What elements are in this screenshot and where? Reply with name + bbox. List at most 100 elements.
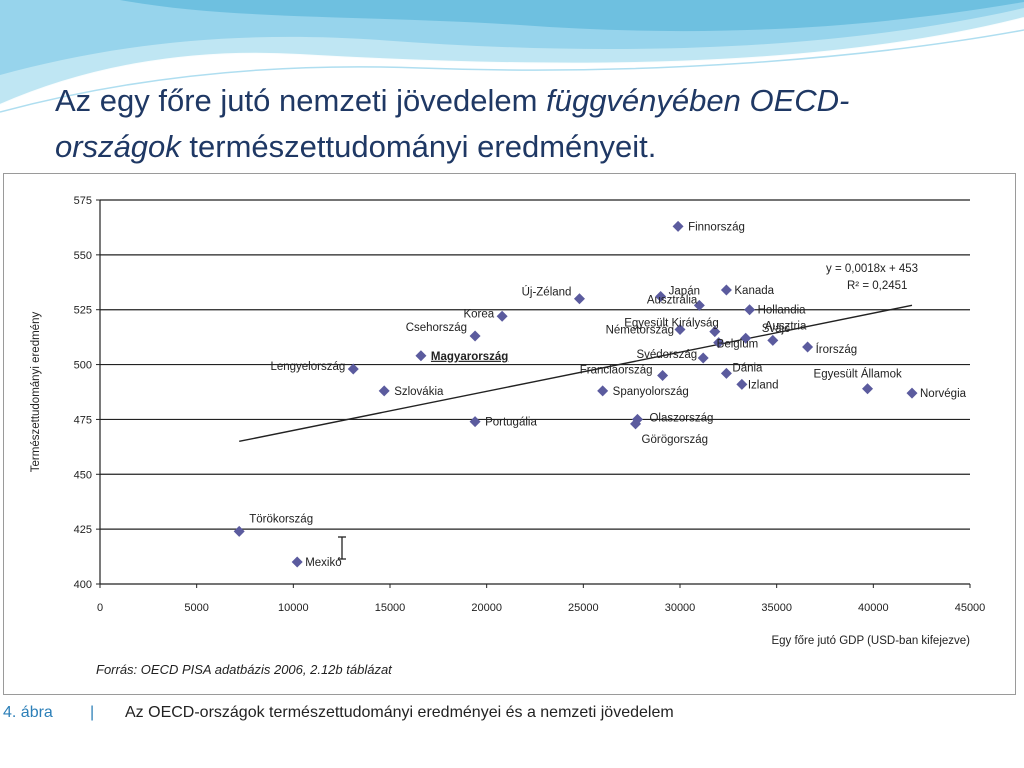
data-point-dánia bbox=[720, 367, 732, 379]
data-point-szlovákia bbox=[378, 385, 390, 397]
data-point-új-zéland bbox=[573, 293, 585, 305]
title-part2: természettudományi eredményeit. bbox=[180, 129, 657, 164]
point-label-ausztrália: Ausztrália bbox=[647, 294, 698, 306]
data-point-svédország bbox=[697, 352, 709, 364]
data-point-írország bbox=[802, 341, 814, 353]
x-tick-label-15000: 15000 bbox=[375, 602, 406, 614]
x-tick-label-35000: 35000 bbox=[761, 602, 792, 614]
data-point-egyesült-királyság bbox=[709, 326, 721, 338]
data-point-csehország bbox=[469, 330, 481, 342]
y-tick-label-575: 575 bbox=[74, 195, 92, 207]
point-label-magyarország: Magyarország bbox=[431, 351, 508, 363]
y-tick-label-550: 550 bbox=[74, 250, 92, 262]
data-point-egyesült-államok bbox=[862, 383, 874, 395]
point-label-portugália: Portugália bbox=[485, 417, 537, 429]
data-point-spanyolország bbox=[597, 385, 609, 397]
point-label-svájc: Svájc bbox=[762, 323, 790, 335]
title-italic2: országok bbox=[55, 129, 181, 164]
point-label-lengyelország: Lengyelország bbox=[270, 361, 345, 373]
trend-line bbox=[239, 304, 913, 443]
x-axis-label: Egy főre jutó GDP (USD-ban kifejezve) bbox=[771, 635, 970, 647]
data-point-lengyelország bbox=[347, 363, 359, 375]
y-tick-label-525: 525 bbox=[74, 305, 92, 317]
point-label-norvégia: Norvégia bbox=[920, 388, 967, 400]
grid-lines bbox=[96, 199, 971, 588]
caption-separator: | bbox=[90, 704, 95, 721]
point-label-csehország: Csehország bbox=[406, 322, 467, 334]
point-labels: Finnország Kanada Japán Új-Zéland Ausztrália… bbox=[249, 221, 966, 569]
y-tick-label-450: 450 bbox=[74, 469, 92, 481]
x-tick-label-10000: 10000 bbox=[278, 602, 309, 614]
data-point-portugália bbox=[469, 416, 481, 428]
point-label-franciaország: Franciaország bbox=[580, 365, 653, 377]
data-points bbox=[233, 220, 918, 568]
header-wave-decoration bbox=[0, 0, 1024, 113]
x-tick-label-40000: 40000 bbox=[858, 602, 889, 614]
y-axis-ticks: 400 425 450 475 500 525 550 575 bbox=[74, 195, 92, 591]
point-label-egyesült-királyság: Egyesült Királyság bbox=[624, 318, 719, 330]
point-label-új-zéland: Új-Zéland bbox=[522, 286, 572, 299]
data-point-olaszország bbox=[631, 413, 643, 425]
point-label-finnország: Finnország bbox=[688, 221, 745, 233]
data-point-izland bbox=[736, 378, 748, 390]
data-point-ausztria bbox=[767, 334, 779, 346]
point-label-dánia: Dánia bbox=[732, 362, 763, 374]
point-label-ausztria: Ausztria bbox=[765, 320, 807, 332]
chart-frame: 400 425 450 475 500 525 550 575 0 5000 10000 15000… bbox=[3, 173, 1016, 695]
title-part1: Az egy főre jutó nemzeti jövedelem bbox=[55, 83, 547, 118]
data-point-finnország bbox=[672, 220, 684, 232]
x-axis-ticks: 0 5000 10000 15000 20000 25000 30000 35000 40000… bbox=[97, 602, 985, 614]
point-label-belgium: Belgium bbox=[717, 339, 759, 351]
data-point-hollandia bbox=[744, 304, 756, 316]
point-label-hollandia: Hollandia bbox=[758, 305, 807, 317]
point-label-egyesült-államok: Egyesült Államok bbox=[814, 368, 902, 381]
caption-text: Az OECD-országok természettudományi ered… bbox=[125, 704, 674, 721]
slide-title: Az egy főre jutó nemzeti jövedelem függv… bbox=[55, 78, 995, 170]
point-label-izland: Izland bbox=[748, 379, 779, 391]
data-point-mexikó bbox=[291, 556, 303, 568]
point-label-svédország: Svédország bbox=[636, 349, 697, 361]
point-label-szlovákia: Szlovákia bbox=[394, 386, 444, 398]
point-label-korea: Korea bbox=[463, 308, 494, 320]
data-point-magyarország bbox=[415, 350, 427, 362]
point-label-kanada: Kanada bbox=[734, 285, 774, 297]
trend-r-squared: R² = 0,2451 bbox=[847, 280, 907, 292]
y-tick-label-425: 425 bbox=[74, 524, 92, 536]
point-label-spanyolország: Spanyolország bbox=[613, 386, 689, 398]
data-point-ausztrália bbox=[693, 299, 705, 311]
y-axis-label: Természettudományi eredmény bbox=[30, 312, 42, 473]
y-tick-label-475: 475 bbox=[74, 414, 92, 426]
text-cursor-icon bbox=[338, 536, 346, 560]
data-point-korea bbox=[496, 310, 508, 322]
point-label-törökország: Törökország bbox=[249, 513, 313, 525]
point-label-mexikó: Mexikó bbox=[305, 557, 341, 569]
title-italic1: függvényében OECD- bbox=[546, 83, 850, 118]
point-label-japán: Japán bbox=[669, 286, 700, 298]
point-label-görögország: Görögország bbox=[642, 434, 708, 446]
data-point-franciaország bbox=[657, 370, 669, 382]
figure-number: 4. ábra bbox=[3, 704, 53, 721]
point-label-németország: Németország bbox=[606, 324, 674, 336]
figure-caption: 4. ábra | Az OECD-országok természettudo… bbox=[0, 704, 1024, 728]
point-label-olaszország: Olaszország bbox=[649, 412, 713, 424]
x-tick-label-45000: 45000 bbox=[955, 602, 986, 614]
x-tick-label-5000: 5000 bbox=[184, 602, 208, 614]
data-point-belgium bbox=[713, 337, 725, 349]
point-label-írország: Írország bbox=[816, 343, 858, 356]
y-tick-label-400: 400 bbox=[74, 579, 92, 591]
x-tick-label-0: 0 bbox=[97, 602, 103, 614]
data-point-kanada bbox=[720, 284, 732, 296]
data-point-norvégia bbox=[906, 387, 918, 399]
y-tick-label-500: 500 bbox=[74, 360, 92, 372]
x-tick-label-20000: 20000 bbox=[471, 602, 502, 614]
scatter-chart: 400 425 450 475 500 525 550 575 0 5000 10000 15000… bbox=[30, 195, 985, 647]
data-point-németország bbox=[674, 323, 686, 335]
data-point-törökország bbox=[233, 525, 245, 537]
data-point-svájc bbox=[740, 332, 752, 344]
x-tick-label-30000: 30000 bbox=[665, 602, 696, 614]
trend-equation: y = 0,0018x + 453 bbox=[826, 263, 918, 275]
data-point-görögország bbox=[630, 418, 642, 430]
data-point-japán bbox=[655, 291, 667, 303]
chart-source: Forrás: OECD PISA adatbázis 2006, 2.12b … bbox=[96, 662, 392, 677]
x-tick-label-25000: 25000 bbox=[568, 602, 599, 614]
